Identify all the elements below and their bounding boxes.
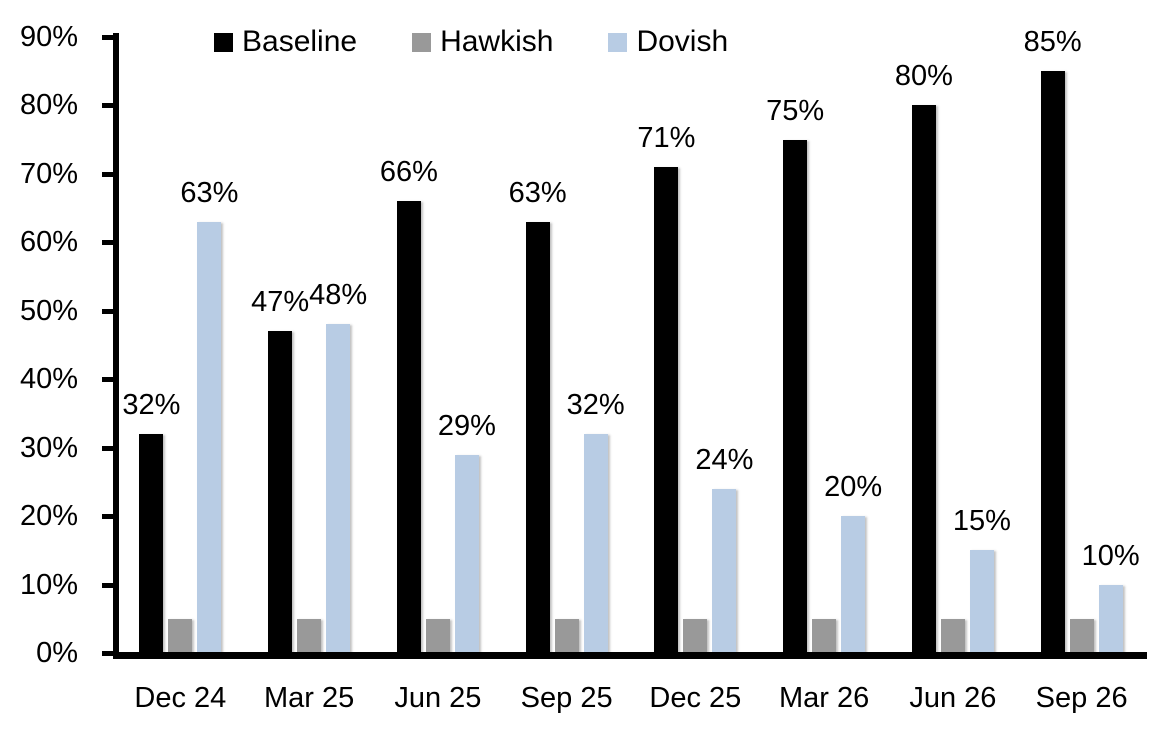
data-label-dovish: 24% [695,443,754,476]
y-axis-tick-label: 10% [19,568,78,601]
y-axis-tick-label: 90% [19,21,78,53]
y-axis-tick-mark [102,171,113,177]
bar-hawkish [554,618,579,653]
y-axis-tick-mark [102,514,113,520]
data-label-baseline: 66% [379,156,438,189]
y-axis-tick-label: 40% [19,363,78,396]
y-axis-tick-mark [102,240,113,246]
plot-area: 32% 63% 47% 48% 66% 29% 63% 32% 71% 24% 75% 20% 80% 1… [116,27,1146,653]
data-label-baseline: 32% [122,388,181,421]
legend-swatch-icon [412,32,432,52]
x-axis-category-label: Dec 24 [134,682,227,714]
bar-group-mar-25: 47% 48% [245,37,374,653]
x-axis-category-label: Jun 26 [909,682,997,714]
bar-dovish: 15% [953,506,1011,653]
bar-hawkish [940,618,965,653]
bar-hawkish [425,618,450,653]
bar-dovish: 29% [438,411,496,653]
data-label-dovish: 63% [180,176,239,209]
y-axis-tick-label: 50% [19,294,78,327]
legend-label: Dovish [636,25,729,58]
data-label-dovish: 15% [952,505,1011,538]
bar-baseline: 32% [122,390,180,653]
y-axis-tick-mark [102,377,113,383]
y-axis-tick-label: 70% [19,157,78,190]
bar-baseline: 47% [251,287,309,653]
bar-group-sep-26: 85% 10% [1017,27,1146,653]
data-label-dovish: 32% [566,388,625,421]
x-axis-category-label: Sep 25 [520,682,613,714]
data-label-dovish: 10% [1081,539,1140,572]
data-label-dovish: 29% [437,409,496,442]
bar-baseline: 80% [895,61,953,653]
bar-baseline: 66% [380,157,438,653]
data-label-baseline: 71% [637,122,696,155]
data-label-baseline: 47% [251,286,310,319]
x-axis-category-label: Sep 26 [1035,682,1128,714]
data-label-baseline: 63% [508,176,567,209]
data-label-dovish: 48% [309,279,368,312]
x-axis-category-label: Mar 25 [263,682,355,714]
y-axis-tick-label: 80% [19,89,78,122]
x-axis-category-labels: Dec 24 Mar 25 Jun 25 Sep 25 Dec 25 Mar 26 Jun … [116,681,1146,715]
bar-hawkish [297,618,322,653]
bar-group-jun-26: 80% 15% [889,37,1018,653]
y-axis-tick-label: 60% [19,226,78,259]
bar-dovish: 63% [180,178,238,653]
bar-group-jun-25: 66% 29% [374,37,503,653]
bar-hawkish [812,618,837,653]
data-label-baseline: 85% [1023,26,1082,59]
x-axis-line [113,652,1147,659]
legend-label: Baseline [242,25,358,58]
legend-label: Hawkish [440,25,554,58]
y-axis-tick-label: 30% [19,431,78,464]
bar-dovish: 32% [567,390,625,653]
legend-item-dovish: Dovish [608,26,728,58]
chart-legend: Baseline Hawkish Dovish [214,26,728,58]
bar-hawkish [1069,618,1094,653]
bar-baseline: 75% [766,96,824,653]
legend-swatch-icon [608,32,628,52]
bar-dovish: 20% [824,472,882,653]
data-label-dovish: 20% [824,471,883,504]
bar-hawkish [168,618,193,653]
y-axis-tick-mark [102,445,113,451]
x-axis-category-label: Mar 26 [778,682,870,714]
bar-hawkish [683,618,708,653]
bar-group-dec-24: 32% 63% [116,37,245,653]
legend-item-baseline: Baseline [214,26,357,58]
legend-item-hawkish: Hawkish [412,26,553,58]
x-axis-category-label: Jun 25 [394,682,482,714]
y-axis-tick-label: 0% [36,637,78,669]
y-axis-tick-mark [102,308,113,314]
y-axis-tick-mark [102,35,113,40]
y-axis-tick-label: 20% [19,500,78,533]
bar-group-sep-25: 63% 32% [502,37,631,653]
bar-dovish: 24% [695,445,753,653]
bar-group-dec-25: 71% 24% [631,37,760,653]
bar-dovish: 48% [309,280,367,653]
y-axis-tick-mark [102,103,113,109]
bar-baseline: 85% [1024,27,1082,653]
bar-group-mar-26: 75% 20% [760,37,889,653]
bar-baseline: 63% [509,178,567,653]
bar-baseline: 71% [637,123,695,653]
data-label-baseline: 80% [894,60,953,93]
y-axis-tick-mark [102,582,113,588]
data-label-baseline: 75% [766,94,825,127]
x-axis-category-label: Dec 25 [649,682,742,714]
y-axis-line [113,33,119,658]
legend-swatch-icon [214,32,233,52]
y-axis-tick-mark [102,651,113,656]
bar-dovish: 10% [1082,541,1140,653]
